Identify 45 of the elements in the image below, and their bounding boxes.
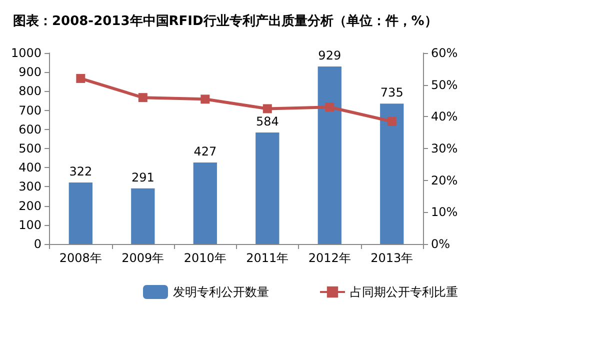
bar bbox=[318, 66, 342, 244]
y-tick-label: 800 bbox=[18, 84, 42, 98]
y2-tick-label: 40% bbox=[431, 110, 458, 124]
bar bbox=[68, 182, 92, 244]
y2-tick-label: 10% bbox=[431, 205, 458, 220]
y2-tick-label: 30% bbox=[431, 142, 458, 156]
y2-tick-label: 20% bbox=[431, 173, 458, 188]
y-tick-label: 500 bbox=[18, 142, 42, 156]
point bbox=[325, 102, 334, 112]
y-tick-label: 600 bbox=[18, 122, 42, 136]
y-tick-label: 100 bbox=[18, 218, 42, 232]
y2-tick-label: 50% bbox=[431, 78, 458, 92]
y-tick-label: 900 bbox=[18, 65, 42, 80]
point bbox=[138, 93, 148, 102]
point bbox=[76, 74, 86, 83]
legend-label: 占同期公开专利比重 bbox=[350, 285, 458, 299]
x-tick-label: 2011年 bbox=[246, 251, 289, 265]
data-label: 322 bbox=[69, 164, 92, 178]
y-tick-label: 700 bbox=[18, 103, 42, 118]
chart-title: 图表：2008-2013年中国RFID行业专利产出质量分析（单位：件，%） bbox=[13, 13, 438, 29]
x-tick-label: 2012年 bbox=[308, 251, 351, 265]
y2-tick-label: 0% bbox=[431, 237, 450, 251]
data-label: 735 bbox=[380, 86, 404, 100]
point bbox=[262, 104, 272, 114]
x-tick-label: 2010年 bbox=[184, 251, 226, 265]
x-tick-label: 2013年 bbox=[370, 251, 414, 265]
y-tick-label: 0 bbox=[34, 237, 42, 251]
y-tick-label: 1000 bbox=[10, 46, 42, 60]
bar bbox=[193, 162, 217, 244]
bar bbox=[380, 104, 404, 244]
bar bbox=[131, 188, 155, 244]
bar bbox=[256, 132, 280, 244]
y-tick-label: 400 bbox=[18, 160, 42, 175]
legend-label: 发明专利公开数量 bbox=[173, 285, 269, 299]
data-label: 291 bbox=[131, 170, 154, 184]
y2-tick-label: 60% bbox=[431, 46, 458, 60]
x-tick-label: 2008年 bbox=[59, 251, 102, 265]
data-label: 427 bbox=[194, 144, 217, 158]
x-tick-label: 2009年 bbox=[122, 251, 164, 265]
y-tick-label: 200 bbox=[18, 198, 42, 213]
y-tick-label: 300 bbox=[18, 180, 42, 194]
point bbox=[387, 116, 396, 126]
data-label: 584 bbox=[256, 114, 279, 128]
point bbox=[200, 94, 210, 104]
data-label: 929 bbox=[318, 48, 342, 63]
